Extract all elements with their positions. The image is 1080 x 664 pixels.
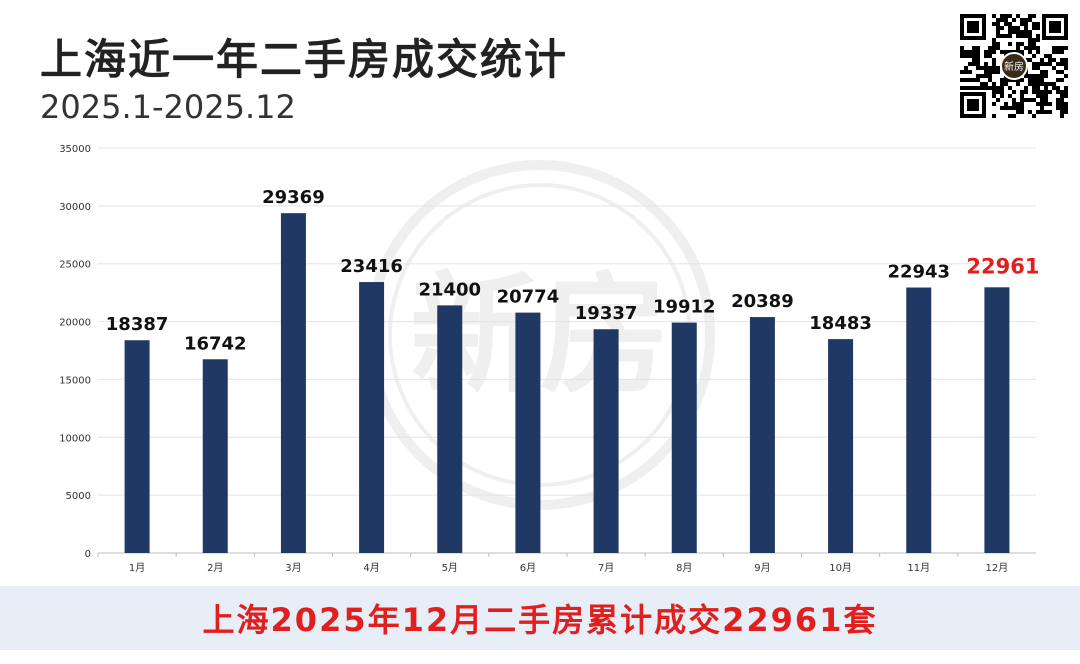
bar [280, 213, 306, 553]
x-tick-label: 9月 [754, 562, 770, 574]
x-tick-label: 4月 [363, 562, 379, 574]
qr-finder-top-right [1042, 14, 1068, 40]
bar [984, 287, 1010, 553]
page-title: 上海近一年二手房成交统计 [40, 35, 569, 84]
bar [437, 305, 463, 553]
bar [749, 317, 775, 553]
y-tick-label: 15000 [59, 375, 91, 386]
data-label: 22961 [966, 254, 1039, 278]
data-label: 29369 [262, 187, 325, 208]
data-label: 22943 [887, 262, 950, 283]
data-label: 16742 [184, 333, 247, 354]
x-tick-label: 2月 [207, 562, 223, 574]
bar [593, 329, 619, 553]
qr-finder-bottom-left [960, 92, 986, 118]
bar [359, 282, 385, 553]
x-tick-label: 5月 [442, 562, 458, 574]
y-tick-label: 20000 [59, 318, 91, 329]
y-tick-label: 25000 [59, 260, 91, 271]
qr-finder-top-left [960, 14, 986, 40]
bar [906, 287, 932, 553]
data-label: 18483 [809, 313, 872, 334]
y-tick-label: 35000 [59, 144, 91, 155]
bar-chart: 新房 0500010000150002000025000300003500018… [59, 144, 1039, 574]
data-label: 23416 [340, 256, 403, 277]
data-label: 19912 [653, 297, 716, 318]
y-tick-label: 10000 [59, 433, 91, 444]
x-tick-label: 11月 [907, 562, 930, 574]
x-tick-label: 3月 [285, 562, 301, 574]
x-tick-label: 12月 [986, 562, 1009, 574]
summary-banner: 上海2025年12月二手房累计成交22961套 [0, 586, 1080, 650]
bar [515, 312, 541, 553]
data-label: 19337 [575, 303, 638, 324]
x-tick-label: 6月 [520, 562, 536, 574]
y-tick-label: 0 [85, 549, 91, 560]
x-tick-label: 10月 [829, 562, 852, 574]
data-label: 18387 [106, 314, 169, 335]
bar [671, 322, 697, 553]
bar [124, 340, 150, 553]
qr-code: 新房 [958, 12, 1070, 120]
bar [202, 359, 228, 553]
date-range-subtitle: 2025.1-2025.12 [40, 88, 296, 126]
y-tick-label: 30000 [59, 202, 91, 213]
qr-center-logo [1000, 52, 1028, 80]
x-tick-label: 1月 [129, 562, 145, 574]
summary-text: 上海2025年12月二手房累计成交22961套 [202, 601, 878, 639]
x-tick-label: 7月 [598, 562, 614, 574]
data-label: 21400 [418, 279, 481, 300]
bar [828, 339, 854, 553]
y-tick-label: 5000 [66, 491, 91, 502]
x-tick-label: 8月 [676, 562, 692, 574]
data-label: 20389 [731, 291, 794, 312]
data-label: 20774 [497, 287, 560, 308]
qr-center-label: 新房 [1004, 60, 1024, 73]
